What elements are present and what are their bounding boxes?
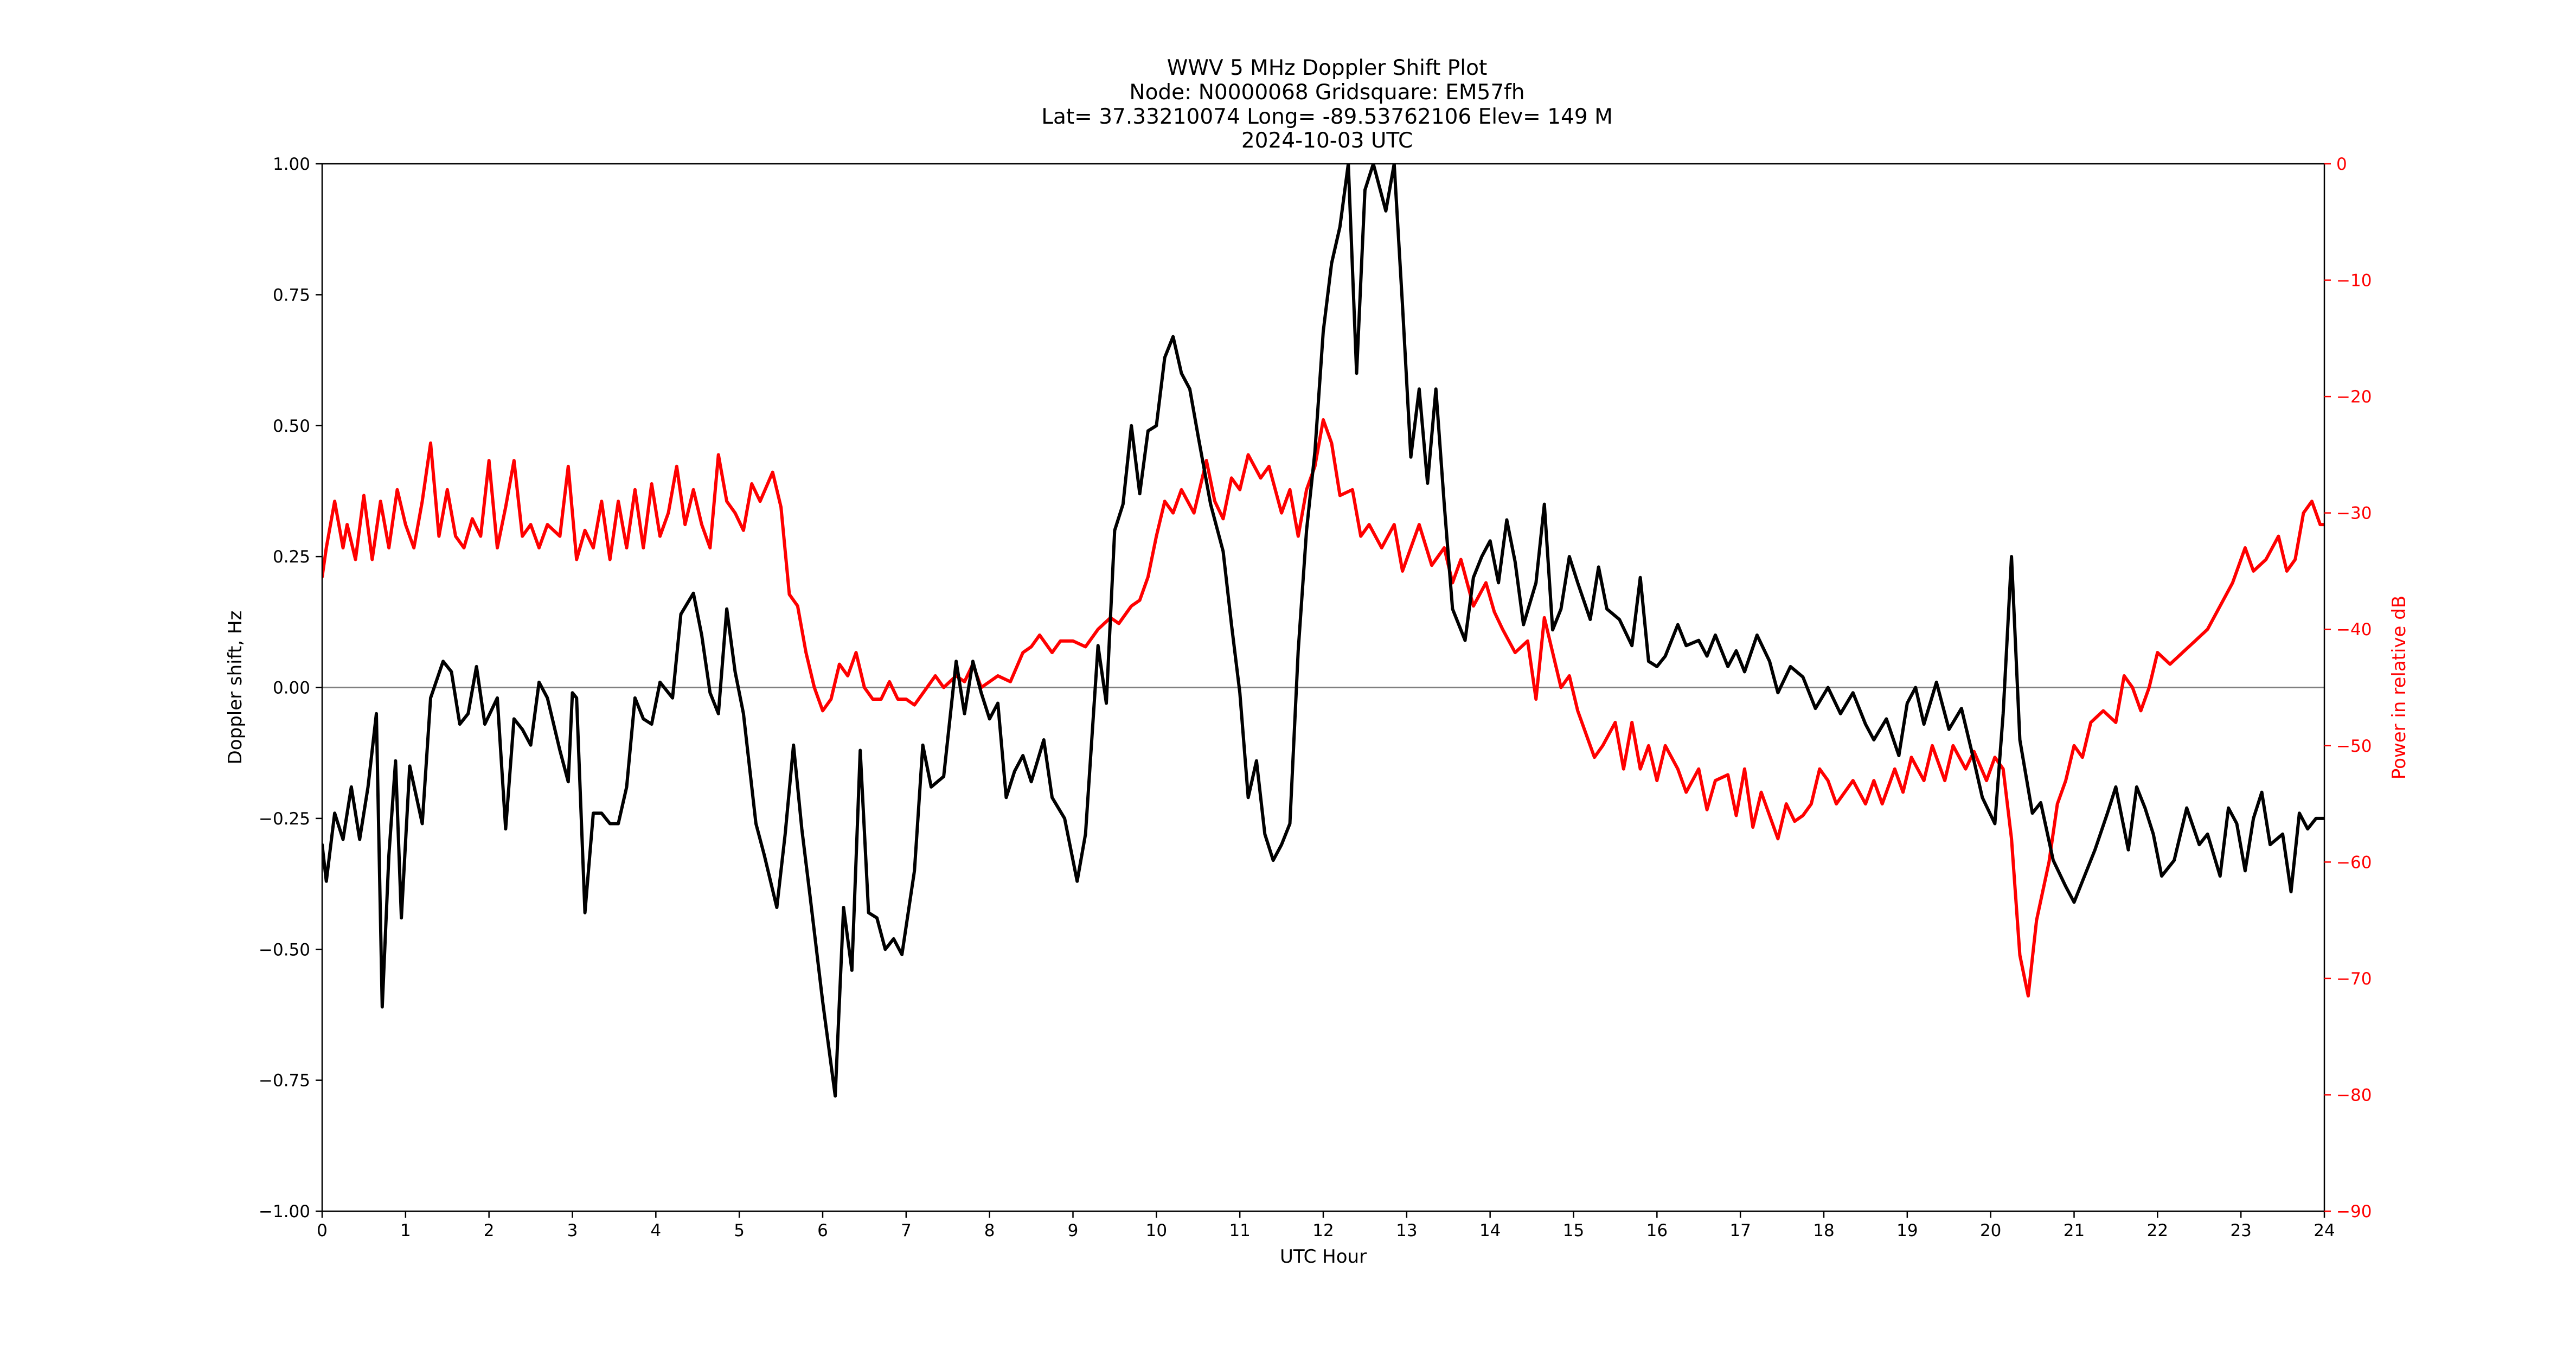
y-tick-label: 0.75	[273, 285, 310, 305]
x-tick-label: 12	[1312, 1221, 1334, 1240]
right-y-axis-ticks: −90 −80 −70 −60 −50 −40 −30 −20 −10 0	[2324, 155, 2372, 1221]
power-series-group	[322, 418, 2324, 998]
x-tick-label: 19	[1896, 1221, 1918, 1240]
chart-title-line-2: Node: N0000068 Gridsquare: EM57fh	[1129, 80, 1524, 105]
x-tick-label: 9	[1068, 1221, 1079, 1240]
y2-tick-label: −10	[2336, 271, 2372, 291]
y-tick-label: 0.50	[273, 417, 310, 436]
x-tick-label: 5	[734, 1221, 745, 1240]
x-tick-label: 10	[1146, 1221, 1167, 1240]
x-tick-label: 22	[2147, 1221, 2168, 1240]
y2-tick-label: −50	[2336, 737, 2372, 756]
y2-tick-label: −80	[2336, 1085, 2372, 1105]
x-tick-label: 16	[1646, 1221, 1668, 1240]
x-tick-label: 0	[317, 1221, 328, 1240]
x-tick-label: 24	[2314, 1221, 2335, 1240]
x-tick-label: 23	[2230, 1221, 2251, 1240]
y-tick-label: 0.00	[273, 679, 310, 698]
y2-tick-label: −70	[2336, 969, 2372, 989]
doppler-series-group	[322, 164, 2324, 1098]
x-tick-label: 20	[1980, 1221, 2001, 1240]
y-tick-label: 0.25	[273, 547, 310, 567]
y2-tick-label: −30	[2336, 504, 2372, 523]
x-axis-ticks: 0 1 2 3 4 5 6 7 8 9 10 11 12 13 14 15 16 17 18 19 20 21 22 23 24	[317, 1211, 2335, 1240]
x-tick-label: 18	[1813, 1221, 1834, 1240]
y-tick-label: −0.75	[259, 1071, 310, 1091]
right-y-axis-label: Power in relative dB	[2388, 596, 2410, 779]
y2-tick-label: 0	[2336, 155, 2347, 174]
x-tick-label: 6	[817, 1221, 828, 1240]
x-axis-label: UTC Hour	[1280, 1246, 1367, 1268]
y-tick-label: −0.50	[259, 940, 310, 960]
x-tick-label: 2	[484, 1221, 495, 1240]
y2-tick-label: −20	[2336, 387, 2372, 407]
y2-tick-label: −60	[2336, 853, 2372, 872]
x-tick-label: 8	[984, 1221, 995, 1240]
doppler-series-line	[322, 164, 2324, 1098]
chart-title-line-4: 2024-10-03 UTC	[1241, 129, 1413, 153]
chart-title-line-1: WWV 5 MHz Doppler Shift Plot	[1167, 56, 1487, 80]
y-tick-label: 1.00	[273, 155, 310, 174]
y2-tick-label: −90	[2336, 1202, 2372, 1221]
left-y-axis-ticks: −1.00 −0.75 −0.50 −0.25 0.00 0.25 0.50 0.75 1.00	[259, 155, 322, 1221]
x-tick-label: 3	[567, 1221, 578, 1240]
y-tick-label: −1.00	[259, 1202, 310, 1221]
y-tick-label: −0.25	[259, 809, 310, 829]
x-tick-label: 4	[650, 1221, 661, 1240]
x-tick-label: 14	[1479, 1221, 1501, 1240]
chart-title: WWV 5 MHz Doppler Shift Plot Node: N0000…	[1041, 56, 1612, 153]
y2-tick-label: −40	[2336, 620, 2372, 639]
chart-title-line-3: Lat= 37.33210074 Long= -89.53762106 Elev…	[1041, 105, 1612, 129]
x-tick-label: 21	[2064, 1221, 2085, 1240]
power-series-line	[322, 418, 2324, 998]
x-tick-label: 17	[1729, 1221, 1751, 1240]
x-tick-label: 15	[1563, 1221, 1584, 1240]
x-tick-label: 13	[1396, 1221, 1417, 1240]
x-tick-label: 11	[1229, 1221, 1250, 1240]
x-tick-label: 1	[400, 1221, 411, 1240]
x-tick-label: 7	[901, 1221, 912, 1240]
left-y-axis-label: Doppler shift, Hz	[225, 611, 246, 765]
